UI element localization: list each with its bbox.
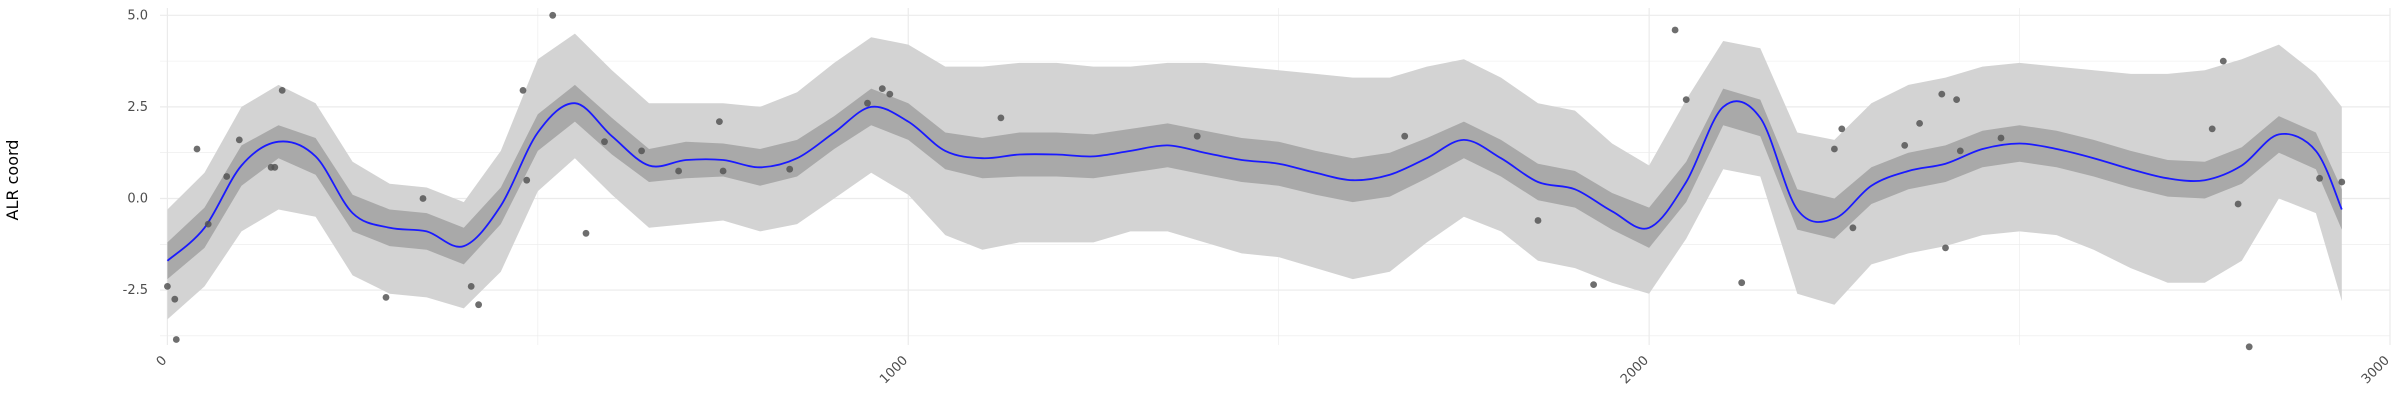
data-point	[172, 336, 180, 343]
data-point	[467, 283, 475, 290]
data-point	[523, 176, 531, 184]
data-point	[1671, 26, 1679, 34]
data-point	[638, 147, 645, 155]
data-point	[1682, 96, 1690, 103]
y-tick-label: 5.0	[127, 8, 148, 23]
data-point	[2316, 174, 2324, 182]
data-point	[1534, 217, 1542, 224]
data-point	[1831, 145, 1838, 153]
data-point	[204, 220, 212, 228]
y-axis-title: ALR coord	[3, 140, 22, 221]
data-point	[1590, 281, 1597, 288]
data-point	[271, 163, 279, 171]
data-point	[886, 90, 894, 98]
data-point	[1916, 120, 1923, 127]
data-point	[171, 295, 179, 303]
data-point	[582, 229, 590, 237]
fitted-curve	[166, 100, 2343, 262]
data-point	[1953, 96, 1960, 103]
inner-confidence-band	[167, 84, 2342, 280]
data-point	[1901, 142, 1909, 149]
y-tick-label: 2.5	[127, 100, 148, 115]
data-point	[1838, 125, 1846, 133]
data-point	[2219, 57, 2227, 65]
data-point	[1942, 244, 1949, 252]
data-point	[193, 145, 201, 153]
y-tick-label: -2.5	[123, 283, 148, 298]
smooth-line	[166, 100, 2343, 262]
data-point	[1401, 132, 1409, 140]
data-point	[878, 85, 886, 92]
data-point	[382, 294, 390, 301]
data-point	[278, 87, 286, 94]
data-point	[164, 283, 171, 290]
data-point	[997, 114, 1005, 122]
data-point	[1193, 132, 1201, 140]
data-point	[2245, 343, 2253, 351]
data-point	[1938, 90, 1946, 98]
data-point	[786, 165, 794, 173]
data-point	[719, 167, 727, 175]
data-point	[419, 195, 427, 202]
data-points	[164, 11, 2346, 351]
data-point	[475, 301, 482, 309]
data-point	[1738, 279, 1746, 287]
data-point	[675, 167, 682, 175]
confidence-bands	[167, 33, 2342, 320]
data-point	[2234, 200, 2242, 208]
data-point	[1849, 224, 1857, 232]
x-tick-label: 1000	[877, 353, 911, 387]
data-point	[519, 87, 527, 94]
data-point	[601, 138, 608, 146]
data-point	[2208, 125, 2216, 133]
data-point	[1956, 147, 1964, 155]
x-tick-label: 2000	[1618, 353, 1652, 387]
data-point	[2338, 178, 2346, 186]
data-point	[223, 173, 231, 180]
data-point	[716, 118, 723, 125]
y-tick-label: 0.0	[127, 191, 148, 206]
data-point	[549, 11, 557, 19]
x-tick-label: 0	[154, 353, 170, 369]
x-tick-label: 3000	[2359, 353, 2393, 387]
data-point	[235, 136, 243, 144]
data-point	[864, 99, 871, 107]
data-point	[1997, 134, 2005, 142]
